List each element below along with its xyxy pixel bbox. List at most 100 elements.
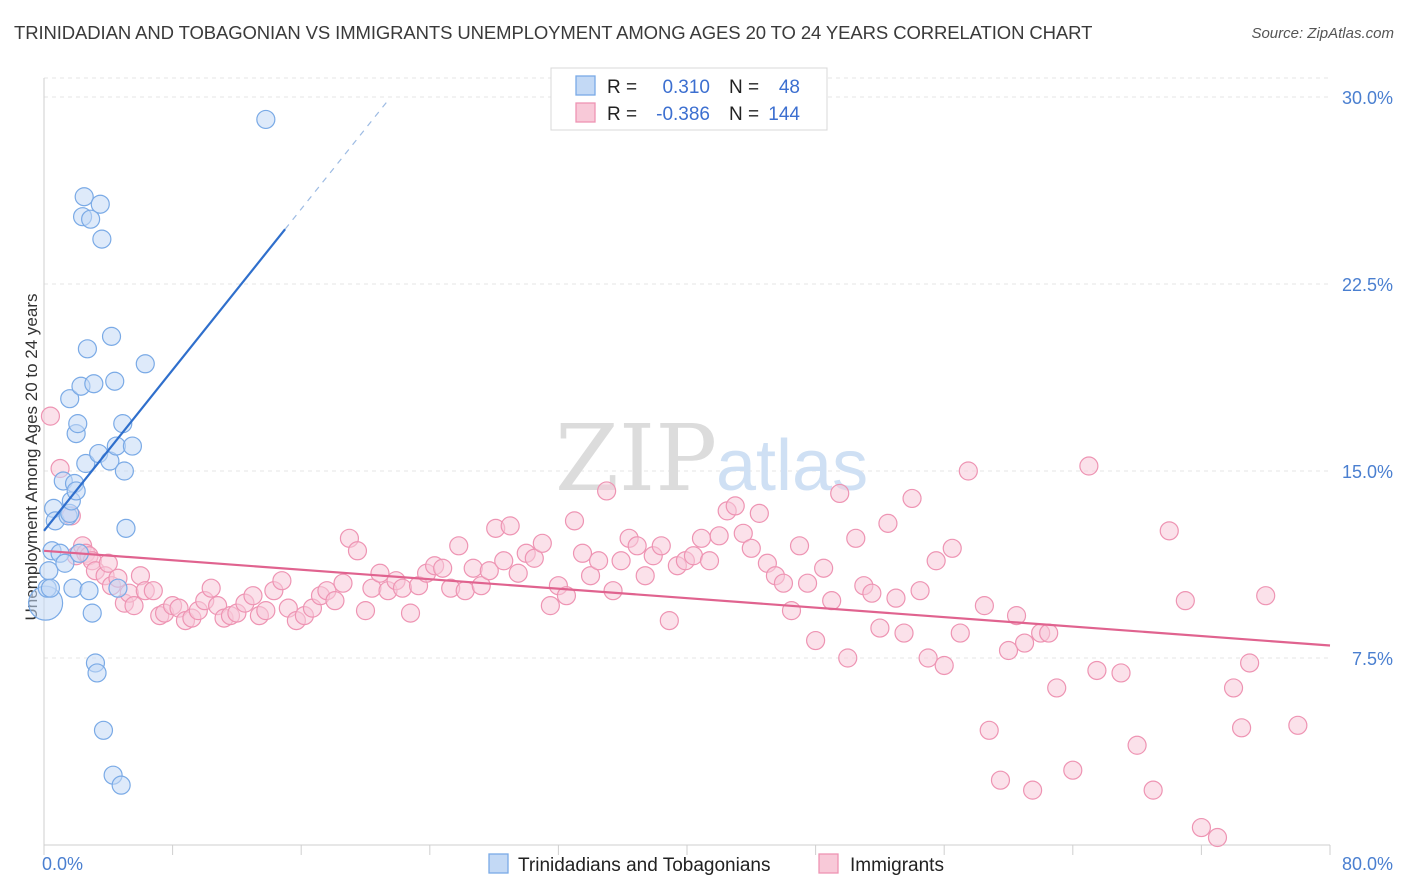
legend-n-label-blue: N = bbox=[729, 77, 759, 98]
immigrants-point-123 bbox=[950, 623, 970, 643]
immigrants-point-128 bbox=[998, 640, 1019, 661]
immigrants-point-86 bbox=[651, 536, 671, 556]
immigrants-point-33 bbox=[243, 586, 263, 606]
immigrants-point-61 bbox=[455, 581, 475, 601]
axes bbox=[43, 78, 1331, 855]
immigrants-point-72 bbox=[540, 596, 560, 616]
immigrants-point-121 bbox=[934, 655, 954, 676]
immigrants-point-149 bbox=[1288, 715, 1308, 735]
legend-n-value-blue: 48 bbox=[779, 77, 800, 98]
immigrants-point-83 bbox=[627, 536, 647, 556]
trinidadians-point-14 bbox=[60, 389, 80, 409]
immigrants-point-54 bbox=[400, 603, 421, 623]
immigrants-point-147 bbox=[1240, 653, 1260, 673]
legend-r-label-blue: R = bbox=[607, 77, 637, 98]
immigrants-point-137 bbox=[1087, 660, 1107, 681]
legend-r-value-pink: -0.386 bbox=[656, 104, 710, 125]
immigrants-point-138 bbox=[1111, 663, 1131, 683]
immigrants-point-139 bbox=[1127, 735, 1147, 755]
immigrants-point-109 bbox=[838, 648, 858, 668]
trinidadians-point-27 bbox=[84, 374, 104, 394]
legend-swatch-blue bbox=[575, 75, 596, 96]
immigrants-point-101 bbox=[773, 573, 794, 593]
immigrants-point-134 bbox=[1047, 678, 1067, 698]
immigrants-point-18 bbox=[143, 581, 163, 601]
immigrants-point-108 bbox=[830, 483, 850, 504]
bottom-legend-label-pink: Immigrants bbox=[850, 855, 944, 876]
immigrants-point-114 bbox=[878, 513, 898, 533]
bottom-legend: Trinidadians and Tobagonians Immigrants bbox=[488, 853, 944, 876]
trinidadians-point-26 bbox=[82, 603, 102, 623]
legend-n-value-pink: 144 bbox=[768, 104, 800, 125]
y-tick-label-0: 7.5% bbox=[1352, 649, 1393, 669]
trinidadians-point-37 bbox=[105, 371, 125, 391]
trinidadians-point-43 bbox=[116, 518, 136, 538]
trend-line-trinidadians-extension bbox=[284, 98, 391, 230]
immigrants-point-62 bbox=[463, 558, 483, 578]
immigrants-point-118 bbox=[910, 581, 930, 601]
trinidadians-points bbox=[28, 109, 276, 795]
immigrants-point-146 bbox=[1231, 718, 1252, 738]
immigrants-point-91 bbox=[691, 528, 712, 548]
immigrants-point-58 bbox=[433, 558, 453, 578]
bottom-legend-swatch-pink bbox=[818, 853, 839, 874]
immigrants-point-116 bbox=[894, 623, 914, 643]
immigrants-point-105 bbox=[805, 630, 826, 651]
immigrants-point-106 bbox=[814, 558, 834, 578]
immigrants-point-117 bbox=[902, 488, 922, 509]
immigrants-point-87 bbox=[659, 610, 679, 631]
immigrants-point-50 bbox=[370, 563, 390, 583]
trinidadians-point-39 bbox=[108, 578, 128, 598]
immigrants-point-74 bbox=[556, 586, 577, 606]
immigrants-point-0 bbox=[40, 406, 61, 426]
trinidadians-point-2 bbox=[39, 561, 59, 581]
legend-n-label-pink: N = bbox=[729, 104, 759, 125]
legend-r-label-pink: R = bbox=[607, 104, 637, 125]
immigrants-point-90 bbox=[683, 546, 704, 566]
immigrants-point-120 bbox=[926, 551, 946, 571]
trinidadians-point-29 bbox=[87, 663, 107, 683]
immigrants-point-113 bbox=[870, 618, 890, 638]
immigrants-point-126 bbox=[979, 720, 999, 740]
immigrants-point-37 bbox=[272, 571, 292, 591]
trinidadians-point-12 bbox=[63, 578, 83, 598]
legend-box-frame bbox=[550, 67, 828, 131]
x-tick-label-max: 80.0% bbox=[1342, 854, 1393, 874]
immigrants-point-98 bbox=[749, 503, 769, 523]
trinidadians-point-45 bbox=[135, 354, 155, 374]
immigrants-point-35 bbox=[256, 601, 276, 621]
trinidadians-point-33 bbox=[93, 720, 114, 740]
trinidadians-point-23 bbox=[77, 339, 98, 359]
immigrants-point-66 bbox=[494, 551, 514, 571]
immigrants-point-77 bbox=[580, 566, 601, 586]
immigrants-point-53 bbox=[392, 578, 413, 598]
immigrants-point-71 bbox=[532, 533, 552, 553]
trinidadians-point-32 bbox=[92, 229, 112, 249]
immigrants-point-81 bbox=[611, 551, 631, 571]
immigrants-point-115 bbox=[886, 588, 906, 608]
immigrants-point-27 bbox=[201, 578, 221, 598]
immigrants-point-145 bbox=[1223, 678, 1244, 698]
trinidadians-point-25 bbox=[81, 209, 101, 229]
trinidadians-point-47 bbox=[40, 578, 61, 598]
immigrants-point-131 bbox=[1023, 780, 1043, 800]
immigrants-point-129 bbox=[1006, 606, 1027, 626]
legend-box: R = 0.310 N = 48 R = -0.386 N = 144 bbox=[550, 67, 828, 131]
immigrants-point-10 bbox=[98, 553, 118, 573]
trinidadians-point-21 bbox=[74, 187, 94, 207]
bottom-legend-swatch-blue bbox=[488, 853, 509, 874]
immigrants-point-80 bbox=[603, 581, 623, 601]
immigrants-point-96 bbox=[733, 523, 753, 543]
immigrants-point-75 bbox=[564, 511, 585, 531]
immigrants-point-97 bbox=[741, 538, 761, 558]
immigrants-point-141 bbox=[1159, 521, 1179, 541]
immigrants-points bbox=[40, 406, 1308, 848]
trinidadians-point-17 bbox=[68, 414, 88, 434]
trinidadians-point-46 bbox=[256, 109, 276, 130]
immigrants-point-67 bbox=[500, 516, 520, 536]
watermark-zip: ZIP bbox=[555, 405, 717, 512]
y-tick-label-3: 30.0% bbox=[1342, 88, 1393, 108]
immigrants-point-60 bbox=[449, 536, 469, 556]
immigrants-point-79 bbox=[597, 481, 617, 501]
chart-source: Source: ZipAtlas.com bbox=[1251, 25, 1394, 42]
